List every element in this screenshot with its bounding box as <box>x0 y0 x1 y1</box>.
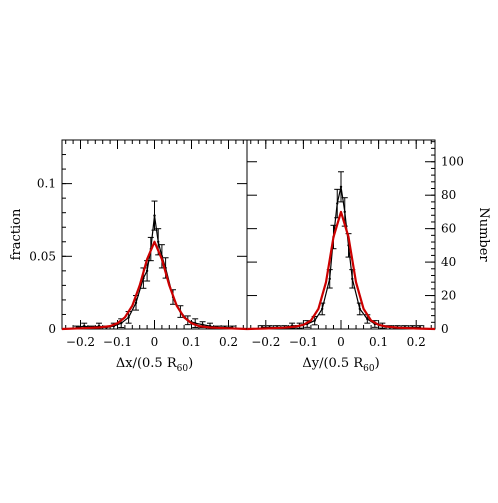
fit-curve <box>246 210 436 331</box>
fit-curve <box>61 240 248 331</box>
y-axis-title: Number <box>476 207 491 262</box>
x-tick-label: −0.2 <box>251 335 280 349</box>
data-point <box>83 324 86 328</box>
x-axis-title-subscript: 60 <box>177 364 189 374</box>
data-point <box>134 301 138 305</box>
data-point <box>153 214 156 217</box>
data-point <box>145 269 149 273</box>
panel-dx: −0.2 −0.1 0 0.1 0.2 0 0.05 0.1 Δx/(0.5 R60) fract… <box>9 139 248 374</box>
data-point <box>351 277 354 281</box>
x-tick-label: 0.1 <box>182 335 201 349</box>
x-axis-title-close: ) <box>375 356 380 371</box>
x-axis-title: Δy/(0.5 R60) <box>302 356 379 374</box>
y-tick-label: 40 <box>441 255 456 269</box>
data-point <box>201 323 204 326</box>
y-axis-title: fraction <box>9 208 24 260</box>
y-tick-label: 0 <box>48 322 56 336</box>
plot-frame <box>246 139 436 330</box>
data-point <box>336 202 339 205</box>
data-point <box>127 316 130 319</box>
x-axis-title-close: ) <box>188 356 193 371</box>
x-tick-label: 0 <box>337 335 345 349</box>
x-tick-label: −0.1 <box>289 335 318 349</box>
y-tick-label: 80 <box>441 188 456 202</box>
data-point <box>358 307 361 311</box>
x-tick-label: −0.1 <box>103 335 132 349</box>
x-axis-title-subscript: 60 <box>363 364 375 374</box>
data-point <box>339 185 343 189</box>
x-tick-label: 0.2 <box>219 335 238 349</box>
x-tick-label: −0.2 <box>66 335 95 349</box>
plot-frame <box>61 139 248 330</box>
x-tick-label: 0.2 <box>407 335 426 349</box>
y-tick-label: 0.1 <box>37 177 56 191</box>
x-axis-title-main: Δx/(0.5 R <box>116 356 178 371</box>
data-point <box>157 240 160 243</box>
x-tick-label: 0 <box>151 335 159 349</box>
data-point <box>343 210 346 214</box>
histogram-line <box>76 215 233 329</box>
histogram-line <box>262 186 420 328</box>
y-tick-label: 0 <box>441 322 449 336</box>
data-point <box>321 307 324 311</box>
data-point <box>328 277 331 281</box>
y-tick-label: 100 <box>441 155 464 169</box>
data-point <box>366 317 369 321</box>
x-axis-title: Δx/(0.5 R60) <box>116 356 193 374</box>
x-tick-label: 0.1 <box>369 335 388 349</box>
y-tick-label: 0.05 <box>29 249 56 263</box>
data-point <box>313 319 316 322</box>
y-tick-label: 20 <box>441 289 456 303</box>
y-tick-label: 60 <box>441 222 456 236</box>
x-axis-title-main: Δy/(0.5 R <box>302 356 364 371</box>
data-point <box>120 321 123 325</box>
